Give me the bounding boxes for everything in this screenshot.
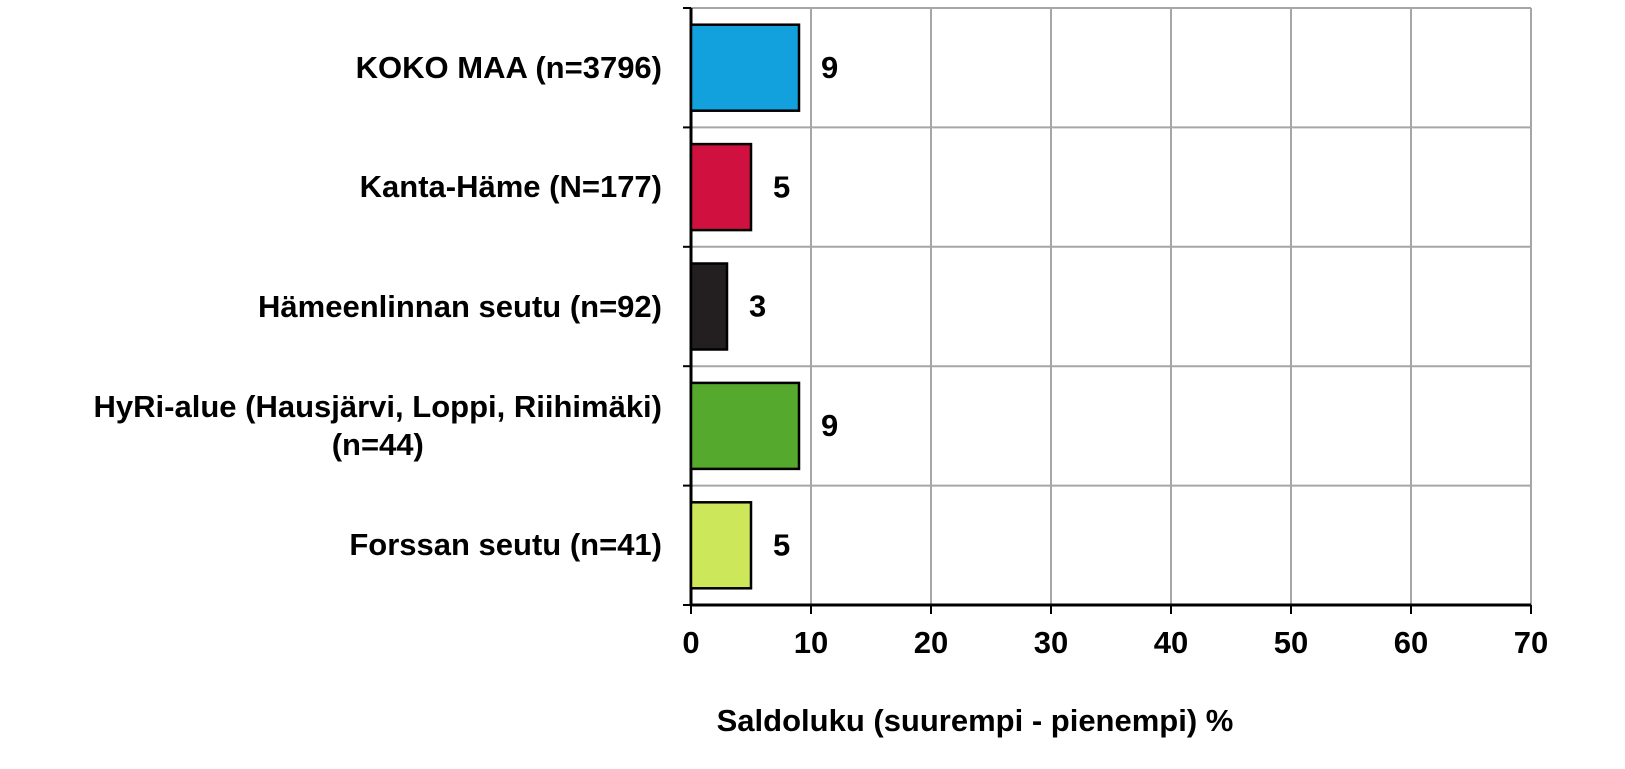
category-label: KOKO MAA (n=3796) <box>355 49 662 85</box>
x-tick-label: 0 <box>682 625 699 660</box>
bar <box>689 142 753 232</box>
x-tick-label: 50 <box>1274 625 1308 660</box>
x-tick-label: 10 <box>794 625 828 660</box>
value-label: 9 <box>821 50 838 85</box>
x-tick-label: 30 <box>1034 625 1068 660</box>
x-tick-label: 40 <box>1154 625 1188 660</box>
value-label: 3 <box>749 289 766 324</box>
bar <box>689 262 729 351</box>
x-tick-label: 20 <box>914 625 948 660</box>
category-label: HyRi-alue (Hausjärvi, Loppi, Riihimäki) … <box>93 388 662 462</box>
x-tick-label: 60 <box>1394 625 1428 660</box>
category-label: Hämeenlinnan seutu (n=92) <box>258 288 662 324</box>
bar <box>689 501 753 590</box>
value-label: 5 <box>773 527 790 562</box>
value-label: 5 <box>773 169 790 204</box>
bar <box>689 23 801 112</box>
x-tick-label: 70 <box>1514 625 1548 660</box>
x-axis-title: Saldoluku (suurempi - pienempi) % <box>717 703 1234 738</box>
value-label: 9 <box>821 408 838 443</box>
category-label: Forssan seutu (n=41) <box>349 527 662 563</box>
bar <box>689 381 801 471</box>
category-label: Kanta-Häme (N=177) <box>359 169 662 205</box>
